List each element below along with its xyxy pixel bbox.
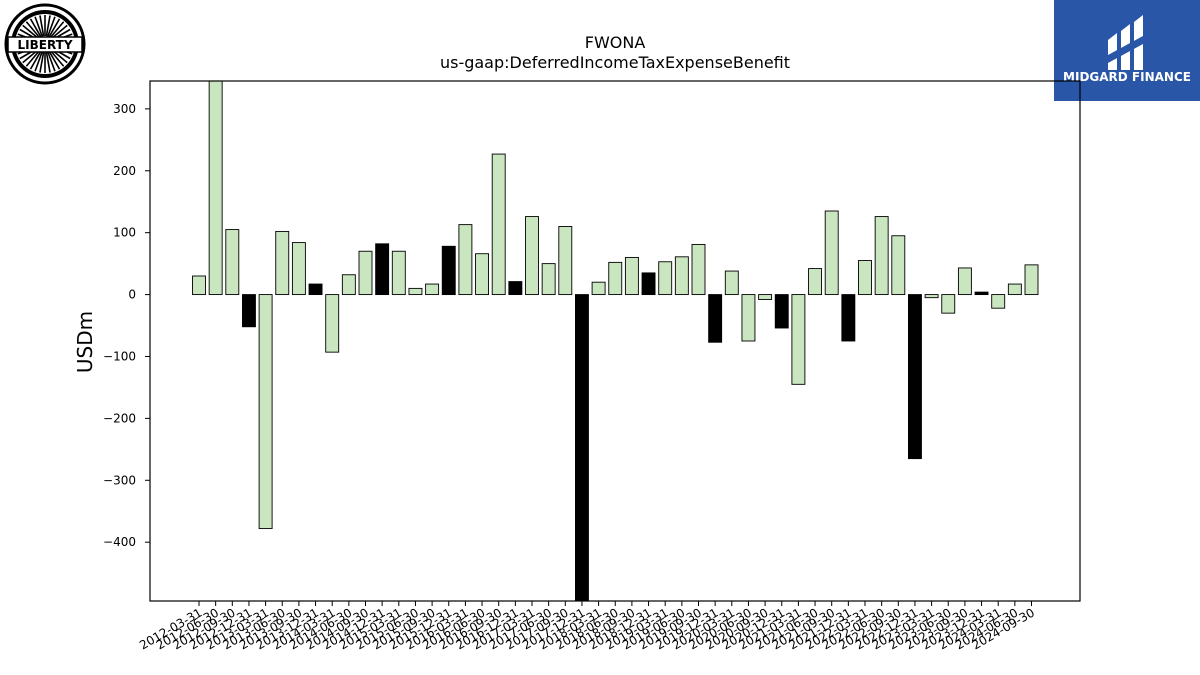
x-axis-ticks: 2012-03-312012-06-302012-09-302012-12-31… — [137, 601, 1037, 652]
liberty-media-seal-icon — [4, 3, 86, 85]
bar-2019-09-30 — [691, 243, 706, 296]
seal-ray — [48, 18, 61, 38]
seal-ray — [48, 50, 61, 70]
y-tick-label: −400 — [103, 535, 136, 549]
seal-ray — [46, 16, 56, 37]
bar-2022-12-31 — [908, 294, 922, 460]
bar-2019-06-30 — [674, 256, 689, 296]
bar-2012-09-30 — [225, 229, 240, 296]
y-tick-label: −200 — [103, 411, 136, 425]
seal-ray — [39, 15, 45, 37]
bar-2021-03-31 — [791, 294, 806, 385]
bar-2022-03-31 — [858, 260, 872, 296]
bar-2022-06-30 — [874, 216, 889, 296]
bar-2020-12-31 — [774, 294, 789, 329]
bar-2012-06-30 — [208, 81, 223, 296]
seal-ray — [49, 49, 65, 67]
bar-2016-12-31 — [508, 281, 523, 296]
y-tick-label: −100 — [103, 349, 136, 363]
seal-ray — [39, 51, 45, 73]
bar-2015-03-31 — [391, 250, 406, 296]
bar-2012-12-31 — [241, 294, 256, 328]
seal-ray — [45, 51, 51, 73]
y-tick-label: −300 — [103, 473, 136, 487]
bar-2018-03-31 — [591, 281, 606, 296]
bar-2018-12-31 — [641, 272, 656, 296]
bar-2014-06-30 — [341, 274, 356, 296]
bar-2014-03-31 — [325, 294, 340, 353]
seal-ray — [49, 21, 65, 39]
liberty-logo-text: LIBERTY — [17, 38, 72, 52]
bar-2013-06-30 — [275, 230, 290, 296]
bar-2013-03-31 — [258, 294, 273, 530]
bar-2015-06-30 — [408, 287, 423, 296]
midgard-logo-text: MIDGARD FINANCE — [1063, 70, 1191, 84]
bar-2016-09-30 — [491, 153, 506, 296]
chart-subtitle: us-gaap:DeferredIncomeTaxExpenseBenefit — [440, 53, 790, 72]
seal-ray — [46, 51, 56, 72]
y-tick-label: 0 — [128, 288, 136, 302]
bar-2021-12-31 — [841, 294, 856, 342]
chart-title: FWONA — [585, 33, 646, 52]
bar-2022-09-30 — [891, 235, 906, 296]
bar-2019-12-31 — [708, 294, 723, 343]
bar-2020-09-30 — [758, 294, 773, 300]
y-tick-label: 300 — [113, 102, 136, 116]
bar-2018-06-30 — [608, 261, 623, 296]
bar-2024-03-31 — [991, 294, 1006, 309]
bar-2020-06-30 — [741, 294, 756, 342]
bar-2016-03-31 — [458, 224, 473, 296]
bar-2016-06-30 — [475, 253, 489, 296]
bar-2013-12-31 — [308, 283, 323, 296]
y-tick-label: 200 — [113, 164, 136, 178]
plot-frame — [149, 80, 1081, 602]
bar-2017-12-31 — [575, 294, 589, 601]
bar-2017-06-30 — [541, 263, 556, 296]
bar-2024-09-30 — [1024, 264, 1039, 296]
seal-ray — [45, 15, 51, 37]
y-axis-ticks: 300 200 100 0 −100 −200 −300 −400 — [103, 102, 150, 549]
bar-series — [192, 81, 1039, 601]
bar-2012-03-31 — [192, 275, 206, 296]
midgard-finance-logo: MIDGARD FINANCE — [1054, 0, 1200, 101]
bar-2020-03-31 — [724, 270, 739, 296]
seal-ray — [29, 18, 42, 38]
bar-2021-09-30 — [824, 210, 839, 296]
seal-ray — [25, 21, 41, 39]
bar-2013-09-30 — [291, 242, 306, 296]
seal-ray — [34, 16, 44, 37]
seal-ray — [29, 50, 42, 70]
y-tick-label: 100 — [113, 226, 136, 240]
bar-2024-06-30 — [1007, 283, 1022, 296]
bar-2018-09-30 — [624, 256, 639, 296]
bar-2017-03-31 — [525, 216, 539, 296]
bar-2015-09-30 — [425, 283, 440, 296]
bar-2023-09-30 — [957, 267, 972, 296]
bar-2023-03-31 — [924, 294, 939, 299]
seal-ray — [34, 51, 44, 72]
y-axis-label: USDm — [73, 311, 97, 373]
midgard-finance-mark-icon — [1108, 15, 1143, 70]
bar-2017-09-30 — [558, 226, 573, 296]
bar-2021-06-30 — [808, 268, 822, 296]
bar-2023-12-31 — [974, 291, 989, 296]
bar-2014-12-31 — [375, 243, 390, 296]
bar-2023-06-30 — [941, 294, 956, 314]
bar-2019-03-31 — [658, 261, 673, 296]
bar-2015-12-31 — [441, 245, 456, 296]
seal-ray — [25, 49, 41, 67]
bar-2014-09-30 — [358, 250, 373, 296]
liberty-logo: LIBERTY — [4, 3, 86, 85]
